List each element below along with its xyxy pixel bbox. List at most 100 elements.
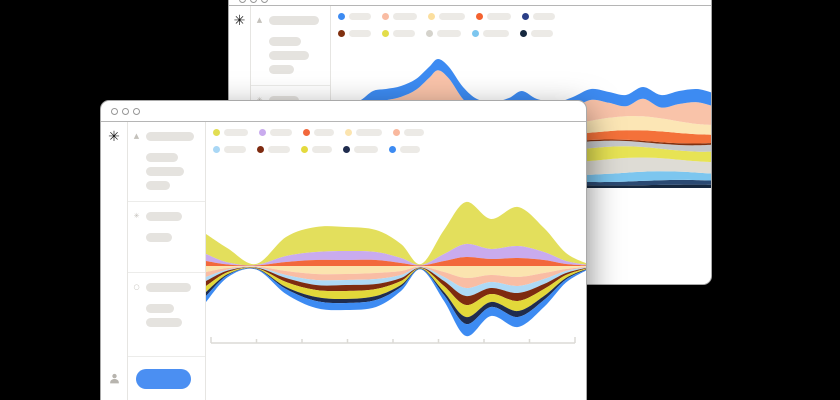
legend-item[interactable] <box>343 146 378 153</box>
legend-item[interactable] <box>472 30 509 37</box>
legend-item[interactable] <box>301 146 332 153</box>
sidebar: ▲ ✳ ○ <box>128 122 206 400</box>
legend-label-pill <box>354 146 378 153</box>
legend-label-pill <box>356 129 382 136</box>
legend-item[interactable] <box>213 146 246 153</box>
sidebar-section: ▲ <box>128 122 205 201</box>
legend-item[interactable] <box>303 129 334 136</box>
sidebar-item-bar[interactable] <box>269 37 301 46</box>
sidebar-item-bar[interactable] <box>146 181 170 190</box>
traffic-light-close[interactable] <box>111 107 118 115</box>
legend-label-pill <box>349 13 371 20</box>
legend-dot <box>301 146 308 153</box>
legend-label-pill <box>487 13 511 20</box>
legend-label-pill <box>531 30 553 37</box>
legend-dot <box>476 13 483 20</box>
legend-label-pill <box>437 30 461 37</box>
traffic-light-zoom[interactable] <box>261 0 268 3</box>
legend-dot <box>303 129 310 136</box>
legend-dot <box>345 129 352 136</box>
salmon-layer <box>206 266 586 289</box>
legend-dot <box>382 13 389 20</box>
legend-label-pill <box>224 146 246 153</box>
legend-label-pill <box>224 129 248 136</box>
legend <box>213 129 424 163</box>
legend-dot <box>213 129 220 136</box>
legend-label-pill <box>533 13 555 20</box>
sidebar-footer <box>128 356 205 392</box>
legend-item[interactable] <box>257 146 290 153</box>
nav-rail: ✳ <box>101 122 128 400</box>
placeholder-text-bar <box>146 132 194 141</box>
sidebar-item-bar[interactable] <box>146 318 182 327</box>
legend-item[interactable] <box>382 13 417 20</box>
orange-layer <box>206 256 586 266</box>
sparkle-icon: ✳ <box>133 212 140 220</box>
sidebar-item[interactable]: ▲ <box>255 16 326 25</box>
yellow-green-layer <box>206 201 586 266</box>
legend-item[interactable] <box>393 129 424 136</box>
traffic-light-zoom[interactable] <box>133 107 140 115</box>
legend-item[interactable] <box>259 129 292 136</box>
legend-item[interactable] <box>389 146 420 153</box>
legend <box>338 13 555 47</box>
legend-dot <box>426 30 433 37</box>
legend-label-pill <box>404 129 424 136</box>
legend-dot <box>338 13 345 20</box>
legend-label-pill <box>439 13 465 20</box>
legend-item[interactable] <box>428 13 465 20</box>
placeholder-text-bar <box>269 16 319 25</box>
blue-layer <box>341 59 711 118</box>
triangle-icon: ▲ <box>133 132 140 140</box>
legend-item[interactable] <box>522 13 555 20</box>
traffic-light-minimize[interactable] <box>122 107 129 115</box>
legend-label-pill <box>314 129 334 136</box>
sidebar-item-bar[interactable] <box>146 153 178 162</box>
sidebar-section: ○ <box>128 272 205 338</box>
legend-dot <box>393 129 400 136</box>
triangle-icon: ▲ <box>256 16 263 24</box>
legend-item[interactable] <box>345 129 382 136</box>
legend-dot <box>259 129 266 136</box>
app-logo-asterisk-icon: ✳ <box>233 13 246 29</box>
legend-label-pill <box>400 146 420 153</box>
legend-label-pill <box>483 30 509 37</box>
legend-item[interactable] <box>338 30 371 37</box>
streamgraph-chart <box>206 201 586 344</box>
legend-dot <box>382 30 389 37</box>
legend-dot <box>213 146 220 153</box>
legend-label-pill <box>270 129 292 136</box>
legend-dot <box>338 30 345 37</box>
sidebar-item[interactable]: ○ <box>132 283 201 292</box>
legend-item[interactable] <box>213 129 248 136</box>
placeholder-text-bar <box>146 212 182 221</box>
legend-item[interactable] <box>520 30 553 37</box>
sidebar-item-bar[interactable] <box>146 167 184 176</box>
traffic-light-close[interactable] <box>239 0 246 3</box>
legend-item[interactable] <box>338 13 371 20</box>
person-icon[interactable] <box>108 370 121 389</box>
legend-label-pill <box>312 146 332 153</box>
leaf-icon: ○ <box>133 283 140 291</box>
sidebar-item-bar[interactable] <box>146 233 172 242</box>
sidebar-item-bar[interactable] <box>269 51 309 60</box>
sidebar-item[interactable]: ▲ <box>132 132 201 141</box>
sidebar-item[interactable]: ✳ <box>132 212 201 221</box>
cream-layer <box>206 266 586 279</box>
window-front: ✳ ▲ ✳ ○ <box>100 100 587 400</box>
legend-label-pill <box>349 30 371 37</box>
sidebar-item-bar[interactable] <box>269 65 294 74</box>
placeholder-text-bar <box>146 283 191 292</box>
x-axis <box>210 337 576 344</box>
legend-dot <box>522 13 529 20</box>
legend-item[interactable] <box>382 30 415 37</box>
legend-row <box>213 129 424 136</box>
primary-action-button[interactable] <box>136 369 191 389</box>
legend-item[interactable] <box>426 30 461 37</box>
legend-label-pill <box>268 146 290 153</box>
sidebar-section: ✳ <box>128 201 205 272</box>
traffic-light-minimize[interactable] <box>250 0 257 3</box>
sidebar-item-bar[interactable] <box>146 304 174 313</box>
legend-item[interactable] <box>476 13 511 20</box>
